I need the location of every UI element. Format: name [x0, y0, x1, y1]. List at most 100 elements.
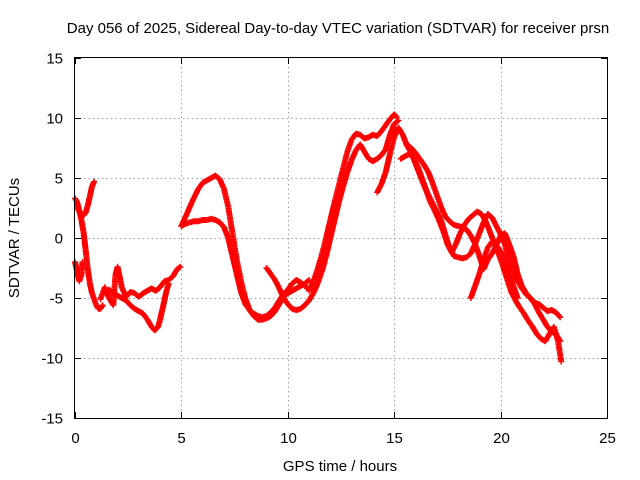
data-point-marker	[255, 313, 264, 320]
data-point-marker	[463, 251, 473, 261]
data-point-marker	[450, 221, 460, 229]
data-point-marker	[186, 218, 196, 226]
data-point-marker	[267, 309, 278, 319]
data-point-marker	[123, 297, 133, 308]
data-point-marker	[80, 210, 88, 219]
data-point-marker	[465, 213, 475, 222]
data-point-marker	[157, 279, 167, 291]
data-point-marker	[151, 324, 161, 334]
data-point-marker	[169, 267, 180, 280]
data-point-marker	[203, 216, 213, 223]
data-point-marker	[352, 130, 362, 138]
data-point-marker	[489, 238, 499, 248]
data-point-marker	[374, 129, 384, 139]
series-arc-3	[74, 178, 98, 219]
data-point-marker	[318, 236, 329, 258]
data-point-marker	[174, 264, 183, 273]
data-point-marker	[555, 338, 564, 363]
data-point-marker	[516, 304, 527, 316]
data-point-marker	[455, 223, 464, 230]
data-point-marker	[78, 217, 87, 234]
data-point-marker	[289, 305, 298, 313]
data-point-marker	[195, 217, 205, 225]
data-point-marker	[374, 153, 384, 162]
data-point-marker	[76, 208, 84, 217]
data-point-marker	[369, 131, 379, 139]
data-point-marker	[250, 313, 260, 322]
data-point-marker	[301, 277, 311, 287]
data-point-marker	[484, 211, 494, 220]
data-point-marker	[340, 170, 350, 190]
y-tick-label: -15	[41, 411, 63, 428]
x-tick-label: 25	[599, 430, 616, 447]
y-tick-label: 0	[55, 231, 63, 248]
x-axis-label: GPS time / hours	[283, 458, 397, 475]
data-point-marker	[140, 310, 150, 322]
data-point-marker	[182, 219, 192, 227]
x-tick-label: 5	[177, 430, 185, 447]
grid-lines	[75, 58, 607, 418]
data-point-marker	[221, 185, 231, 209]
data-point-marker	[135, 291, 145, 300]
data-point-marker	[391, 118, 401, 127]
data-point-marker	[550, 323, 561, 343]
series-arc-13	[467, 238, 521, 301]
data-point-marker	[297, 303, 307, 312]
data-point-marker	[127, 302, 137, 311]
data-point-marker	[93, 302, 101, 311]
data-point-marker	[446, 218, 456, 227]
series-arc-4	[97, 263, 184, 309]
data-point-marker	[314, 253, 325, 273]
x-tick-label: 10	[280, 430, 297, 447]
data-point-marker	[127, 289, 137, 296]
data-point-marker	[557, 314, 564, 321]
data-point-marker	[165, 274, 175, 283]
data-point-marker	[82, 247, 91, 271]
y-tick-label: 5	[55, 171, 63, 188]
data-point-marker	[442, 213, 452, 224]
data-point-marker	[514, 295, 521, 301]
data-point-marker	[161, 277, 171, 285]
data-point-marker	[331, 183, 342, 205]
data-point-marker	[301, 298, 312, 309]
data-point-marker	[395, 117, 402, 124]
data-point-marker	[476, 258, 487, 277]
data-point-marker	[393, 113, 400, 120]
series-arc-9	[306, 111, 400, 294]
data-point-marker	[501, 241, 512, 262]
data-point-marker	[348, 131, 358, 143]
data-point-marker	[493, 242, 503, 253]
data-point-marker	[558, 358, 565, 365]
series-arc-8	[263, 117, 402, 313]
data-point-marker	[91, 178, 98, 185]
data-point-marker	[263, 265, 273, 276]
data-point-marker	[533, 331, 544, 341]
data-point-marker	[416, 155, 427, 167]
series-arc-2	[72, 259, 86, 285]
data-point-marker	[246, 307, 256, 318]
data-point-marker	[382, 133, 393, 153]
data-point-marker	[238, 278, 248, 300]
data-point-marker	[525, 317, 535, 329]
x-tick-label: 0	[71, 430, 79, 447]
data-point-marker	[318, 254, 329, 275]
series-arc-5	[106, 280, 172, 334]
data-point-marker	[408, 145, 418, 155]
data-point-marker	[280, 295, 290, 306]
data-point-marker	[335, 166, 346, 189]
data-point-marker	[512, 297, 522, 310]
data-point-marker	[340, 150, 350, 172]
data-point-marker	[461, 217, 471, 228]
data-point-marker	[406, 151, 416, 160]
plot-frame	[74, 57, 608, 419]
y-tick-label: -10	[41, 351, 63, 368]
data-point-marker	[177, 263, 184, 270]
series-arc-12	[404, 141, 564, 321]
series-arc-7	[178, 172, 313, 323]
data-point-marker	[97, 303, 105, 312]
data-point-marker	[404, 141, 414, 151]
series-arc-11	[397, 151, 565, 365]
data-point-marker	[165, 280, 172, 287]
y-tick-label: -5	[50, 291, 63, 308]
